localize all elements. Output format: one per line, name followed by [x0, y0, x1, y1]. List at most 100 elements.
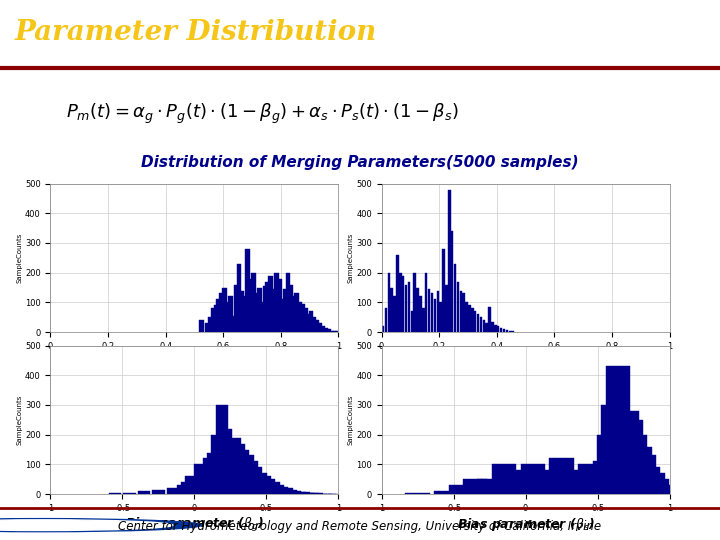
Bar — [433, 299, 436, 332]
Bar — [246, 249, 250, 332]
Text: Center for Hydrometeorology and Remote Sensing, University of California, Irvine: Center for Hydrometeorology and Remote S… — [118, 520, 602, 533]
X-axis label: Weighting factor ($\alpha_s$): Weighting factor ($\alpha_s$) — [451, 354, 600, 370]
Bar — [216, 405, 228, 494]
Bar — [272, 485, 284, 494]
Text: Parameter Distribution: Parameter Distribution — [14, 19, 377, 46]
Bar — [294, 492, 305, 494]
Bar — [240, 291, 244, 332]
Bar — [194, 464, 207, 494]
Bar — [410, 311, 413, 332]
Bar — [439, 302, 442, 332]
Bar — [431, 293, 433, 332]
Bar — [511, 330, 514, 332]
Bar — [451, 231, 454, 332]
Bar — [303, 308, 307, 332]
Bar — [229, 437, 241, 494]
Bar — [300, 304, 305, 332]
Bar — [640, 473, 665, 494]
Bar — [124, 492, 135, 494]
Bar — [203, 458, 215, 494]
Bar — [292, 296, 296, 332]
Bar — [225, 302, 230, 332]
Bar — [465, 302, 468, 332]
Bar — [413, 273, 416, 332]
Bar — [225, 441, 236, 494]
Bar — [326, 329, 330, 332]
Bar — [212, 435, 223, 494]
Bar — [408, 282, 410, 332]
Bar — [207, 453, 220, 494]
Bar — [422, 308, 425, 332]
Bar — [222, 287, 227, 332]
Bar — [623, 435, 647, 494]
Bar — [276, 487, 288, 494]
Bar — [254, 293, 258, 332]
Bar — [488, 307, 491, 332]
Bar — [505, 330, 508, 332]
Bar — [294, 293, 299, 332]
Bar — [492, 464, 516, 494]
Bar — [214, 306, 218, 332]
Bar — [564, 470, 588, 494]
Bar — [255, 473, 266, 494]
Bar — [297, 302, 302, 332]
Bar — [387, 273, 390, 332]
Bar — [535, 470, 559, 494]
Bar — [506, 470, 531, 494]
Bar — [428, 289, 431, 332]
Bar — [549, 458, 574, 494]
Bar — [281, 488, 292, 494]
Bar — [285, 490, 297, 494]
Bar — [445, 285, 448, 332]
Bar — [199, 320, 204, 332]
Bar — [234, 285, 238, 332]
Bar — [477, 314, 480, 332]
Bar — [482, 320, 485, 332]
Bar — [181, 482, 193, 494]
Bar — [231, 316, 235, 332]
Bar — [260, 302, 264, 332]
Bar — [471, 308, 474, 332]
Circle shape — [0, 520, 173, 530]
Bar — [306, 314, 310, 332]
Y-axis label: SampleCounts: SampleCounts — [16, 395, 22, 445]
Bar — [491, 322, 494, 332]
Text: $P_m(t) = \alpha_g \cdot P_g(t) \cdot (1-\beta_g) + \alpha_s \cdot P_s(t) \cdot : $P_m(t) = \alpha_g \cdot P_g(t) \cdot (1… — [66, 102, 459, 125]
Bar — [283, 289, 287, 332]
Bar — [390, 287, 393, 332]
Bar — [480, 317, 482, 332]
Bar — [243, 296, 247, 332]
Bar — [459, 291, 462, 332]
Bar — [500, 328, 503, 332]
Bar — [220, 429, 232, 494]
Bar — [211, 308, 215, 332]
Y-axis label: SampleCounts: SampleCounts — [347, 395, 354, 445]
Bar — [277, 279, 282, 332]
Bar — [315, 320, 319, 332]
Bar — [220, 293, 224, 332]
Bar — [269, 275, 273, 332]
X-axis label: Bias parameter ($\beta_s$): Bias parameter ($\beta_s$) — [456, 516, 595, 532]
Bar — [610, 417, 634, 494]
Y-axis label: SampleCounts: SampleCounts — [347, 233, 354, 283]
Bar — [205, 323, 210, 332]
Bar — [323, 328, 328, 332]
Bar — [271, 289, 276, 332]
Bar — [448, 190, 451, 332]
Bar — [318, 323, 322, 332]
Bar — [653, 491, 678, 494]
Bar — [508, 330, 511, 332]
Bar — [320, 326, 325, 332]
Bar — [601, 405, 626, 494]
Bar — [248, 279, 253, 332]
Bar — [302, 492, 315, 494]
Bar — [462, 293, 465, 332]
Bar — [477, 480, 502, 494]
Bar — [312, 317, 316, 332]
Bar — [332, 330, 336, 332]
Text: Distribution of Merging Parameters(5000 samples): Distribution of Merging Parameters(5000 … — [141, 154, 579, 170]
Bar — [503, 329, 505, 332]
Bar — [237, 264, 241, 332]
Bar — [419, 296, 422, 332]
Circle shape — [0, 518, 202, 532]
